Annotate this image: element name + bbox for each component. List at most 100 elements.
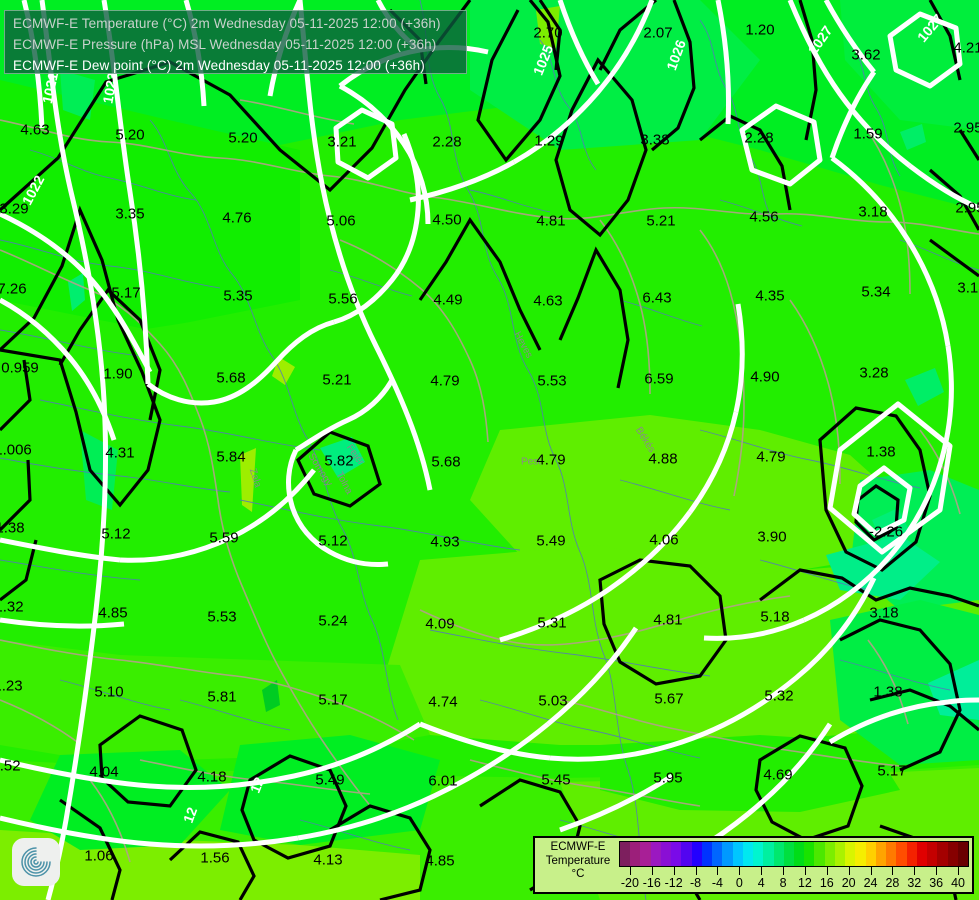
colorbar-swatch <box>916 842 928 866</box>
dewpoint-value-label: 6.59 <box>644 370 674 388</box>
colorbar-tick-label: -16 <box>642 875 661 890</box>
dewpoint-value-label: 5.82 <box>324 452 354 470</box>
dewpoint-value-label: 3.18 <box>858 203 888 221</box>
colorbar-swatch <box>793 842 805 866</box>
colorbar-tick-label: 0 <box>735 875 743 890</box>
dewpoint-value-label: 4.04 <box>89 763 119 781</box>
dewpoint-value-label: 5.68 <box>216 369 246 387</box>
dewpoint-value-label: 5.32 <box>764 687 794 705</box>
colorbar-tick-label: 20 <box>841 875 856 890</box>
dewpoint-value-label: 4.06 <box>649 531 679 549</box>
dewpoint-value-label: 1.38 <box>873 683 903 701</box>
dewpoint-value-label: 5.12 <box>101 525 131 543</box>
colorbar-swatch <box>957 842 968 866</box>
colorbar-tick-label: 4 <box>757 875 765 890</box>
region-name-label: Pest <box>520 456 542 468</box>
colorbar-swatch <box>712 842 723 866</box>
temperature-colorbar-legend: ECMWF-E Temperature °C -20 -16 -12 -8 -4 0 4 8 1… <box>533 836 974 894</box>
dewpoint-value-label: 1.59 <box>853 125 883 143</box>
dewpoint-value-label: 4.79 <box>430 372 460 390</box>
colorbar-tick <box>673 866 675 875</box>
dewpoint-value-label: 4.35 <box>755 287 785 305</box>
dewpoint-value-label: 5.45 <box>541 771 571 789</box>
legend-title-line2: Temperature <box>545 854 611 867</box>
colorbar-swatch <box>947 842 958 866</box>
dewpoint-value-label: 5.35 <box>223 287 253 305</box>
dewpoint-value-label: 5.84 <box>216 448 246 466</box>
colorbar-tick <box>717 866 719 875</box>
colorbar-tick <box>914 866 916 875</box>
colorbar-tick <box>958 866 960 875</box>
dewpoint-value-label: 5.49 <box>315 771 345 789</box>
dewpoint-value-label: 5.53 <box>537 372 567 390</box>
dewpoint-value-label: 5.17 <box>318 691 348 709</box>
colorbar-swatches <box>619 841 969 867</box>
colorbar-tick <box>870 866 872 875</box>
dewpoint-value-label: 2.07 <box>643 24 673 42</box>
dewpoint-value-label: 4.79 <box>756 448 786 466</box>
dewpoint-value-label: 3.62 <box>851 46 881 64</box>
dewpoint-value-label: 4.93 <box>430 533 460 551</box>
colorbar-tick-label: -8 <box>690 875 702 890</box>
dewpoint-value-label: 2.28 <box>432 133 462 151</box>
colorbar-tick <box>651 866 653 875</box>
dewpoint-value-label: 4.88 <box>648 450 678 468</box>
dewpoint-value-label: 4.85 <box>425 852 455 870</box>
dewpoint-value-label: 3.90 <box>757 528 787 546</box>
colorbar-tick-label: 8 <box>779 875 787 890</box>
colorbar-swatch <box>681 842 692 866</box>
dewpoint-value-label: -2.26 <box>868 523 904 541</box>
colorbar-tick <box>826 866 828 875</box>
colorbar-swatch <box>660 842 672 866</box>
colorbar-swatch <box>630 842 641 866</box>
dewpoint-value-label: 4.81 <box>536 212 566 230</box>
dewpoint-value-label: 2.95 <box>955 199 979 217</box>
dewpoint-value-label: 3.18 <box>957 279 979 297</box>
colorbar-swatch <box>691 842 702 866</box>
dewpoint-value-label: 5.17 <box>111 284 141 302</box>
dewpoint-value-label: 5.17 <box>877 762 907 780</box>
legend-title-line1: ECMWF-E <box>550 841 606 853</box>
colorbar-tick <box>629 866 631 875</box>
dewpoint-value-label: 5.31 <box>537 614 567 632</box>
dewpoint-value-label: 3.29 <box>0 200 29 218</box>
dewpoint-value-label: 4.85 <box>98 604 128 622</box>
colorbar-swatch <box>773 842 784 866</box>
colorbar-swatch <box>875 842 887 866</box>
colorbar-swatch <box>722 842 733 866</box>
colorbar-swatch <box>937 842 948 866</box>
dewpoint-value-label: 4.09 <box>425 615 455 633</box>
dewpoint-value-label: 5.20 <box>115 126 145 144</box>
colorbar-swatch <box>906 842 917 866</box>
dewpoint-value-label: 5.24 <box>318 612 348 630</box>
dewpoint-value-label: 3.21 <box>327 133 357 151</box>
header-line-dewpoint: ECMWF-E Dew point (°C) 2m Wednesday 05-1… <box>13 58 425 73</box>
dewpoint-value-label: 1.52 <box>0 757 21 775</box>
dewpoint-value-label: 5.67 <box>654 690 684 708</box>
colorbar-tick-label: 24 <box>863 875 878 890</box>
colorbar-tick-label: 40 <box>951 875 966 890</box>
dewpoint-value-label: 1.38 <box>866 443 896 461</box>
dewpoint-value-label: 4.13 <box>313 851 343 869</box>
colorbar-swatch <box>671 842 682 866</box>
dewpoint-value-label: 5.81 <box>207 688 237 706</box>
colorbar-tick-label: 12 <box>797 875 812 890</box>
dewpoint-value-label: 4.63 <box>533 292 563 310</box>
dewpoint-value-label: 5.21 <box>646 212 676 230</box>
colorbar-swatch <box>927 842 938 866</box>
dewpoint-value-label: 5.21 <box>322 371 352 389</box>
dewpoint-value-label: 5.53 <box>207 608 237 626</box>
colorbar-tick <box>848 866 850 875</box>
dewpoint-value-label: 1.56 <box>200 849 230 867</box>
dewpoint-value-label: 2.95 <box>953 119 979 137</box>
dewpoint-value-label: 1.32 <box>0 598 24 616</box>
colorbar-swatch <box>896 842 907 866</box>
provider-logo[interactable] <box>12 838 60 886</box>
colorbar-swatch <box>620 842 631 866</box>
dewpoint-value-label: 1.90 <box>103 365 133 383</box>
colorbar-tick-labels: -20 -16 -12 -8 -4 0 4 8 12 16 20 24 28 32 36 40 <box>619 866 969 892</box>
colorbar-swatch <box>855 842 866 866</box>
dewpoint-value-label: 5.12 <box>318 532 348 550</box>
dewpoint-value-label: 4.79 <box>536 451 566 469</box>
